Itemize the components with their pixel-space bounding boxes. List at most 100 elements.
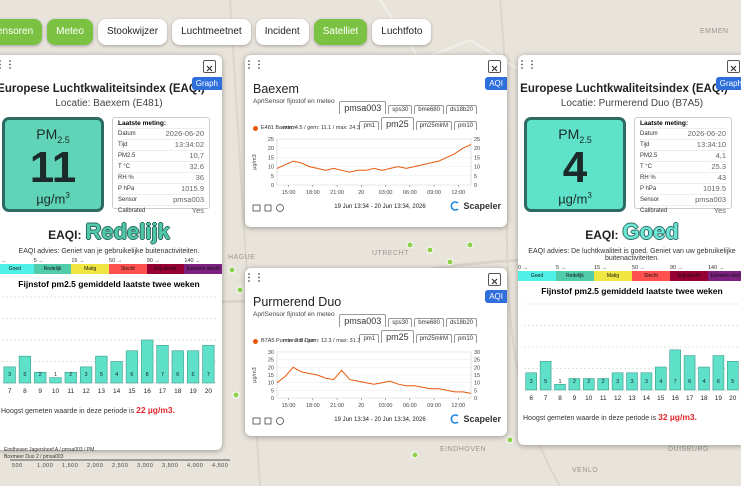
close-button[interactable] — [727, 60, 740, 73]
close-button[interactable] — [203, 60, 216, 73]
metric-tab[interactable]: pm1 — [359, 334, 380, 343]
metric-tab[interactable]: pm25 — [381, 117, 414, 130]
metric-tab[interactable]: pm1 — [359, 121, 380, 130]
bar — [171, 350, 184, 384]
sensor-tab[interactable]: bme680 — [414, 105, 444, 114]
handle-dot — [521, 67, 523, 69]
row-label: Datum — [640, 131, 658, 137]
sensor-tab[interactable]: pmsa003 — [339, 101, 387, 114]
footer: Hoogst gemeten waarde in deze periode is… — [0, 405, 222, 415]
metric-tab[interactable]: pm25 — [381, 330, 414, 343]
metric-tab[interactable]: pm25mlrM — [415, 334, 452, 343]
graph-button[interactable]: Graph — [715, 77, 741, 90]
line-series — [276, 144, 472, 173]
location: Locatie: Purmerend Duo (B7A5) — [560, 98, 704, 109]
scale-label: 3,000 — [137, 463, 154, 469]
legend: E481 Baexem — [253, 125, 296, 131]
x-tick-label: 12 — [82, 388, 90, 395]
bar-value-label: 5 — [731, 379, 734, 385]
scale-levels: Goed Redelijk Matig Slecht Erg slecht Extreem… — [518, 271, 741, 281]
sensor-tab[interactable]: ds18b20 — [445, 105, 477, 114]
bar-value-label: 3 — [630, 379, 633, 385]
bar — [95, 355, 108, 384]
footer: Hoogst gemeten waarde in deze periode is… — [518, 412, 741, 422]
map-label: UTRECHT — [372, 250, 409, 257]
level: Erg slecht — [670, 271, 708, 281]
toolbar-button[interactable]: Meteo — [47, 19, 93, 45]
bar — [698, 366, 710, 391]
table-row: RH % 43 — [640, 172, 726, 183]
threshold: 140 → — [708, 265, 725, 271]
brand-logo-arc — [451, 414, 459, 424]
toolbar-button[interactable]: Luchtmeetnet — [172, 19, 251, 45]
handle-dot — [258, 60, 260, 62]
toolbar-button[interactable]: Luchtfoto — [372, 19, 432, 45]
x-tick-label: 12:00 — [451, 403, 465, 409]
row-label: PM2.5 — [118, 153, 136, 159]
metric-tab[interactable]: pm25mlrM — [415, 121, 452, 130]
y-tick-label: 30 — [268, 350, 274, 356]
metric-tabs: pm1 pm25 pm25mlrM pm10 — [359, 117, 477, 130]
x-tick-label: 18 — [700, 395, 708, 402]
map-label: EMMEN — [700, 28, 729, 35]
toolbar-button[interactable]: Satelliet — [313, 19, 368, 45]
row-value: 36 — [195, 173, 204, 182]
bar — [583, 378, 595, 391]
threshold: 15 → — [71, 258, 85, 264]
sensor-tab[interactable]: ds18b20 — [445, 318, 477, 327]
sensor-tab[interactable]: bme680 — [414, 318, 444, 327]
bar — [655, 366, 667, 391]
handle-dot — [0, 63, 1, 66]
close-button[interactable] — [488, 60, 501, 73]
toolbar-button[interactable]: Stookwijzer — [97, 19, 168, 45]
x-tick-label: 21:00 — [330, 190, 344, 196]
x-tick-label: 20 — [729, 395, 737, 402]
table-row: PM2.5 4,1 — [640, 150, 726, 161]
table-row: P hPa 1019.5 — [640, 183, 726, 194]
bar — [34, 371, 47, 384]
handle-dot — [0, 67, 1, 69]
pollutant-name: PM — [36, 126, 58, 142]
eaqi-level: Goed — [622, 219, 679, 244]
aqi-button[interactable]: AQI — [485, 290, 507, 303]
graph-button[interactable]: Graph — [191, 77, 222, 90]
x-tick-label: 15:00 — [282, 190, 296, 196]
y-tick-label: 25 — [268, 358, 274, 364]
eaqi-line: EAQI: Redelijk — [0, 218, 222, 246]
handle-dot — [248, 67, 250, 69]
handle-dot — [248, 273, 250, 275]
handle-dot — [258, 276, 260, 279]
y-tick-label: 10 — [268, 165, 274, 171]
x-tick-label: 19 — [715, 395, 723, 402]
row-value: 13:34:02 — [174, 140, 204, 149]
handle-dot — [521, 60, 523, 62]
handle-dot — [258, 280, 260, 282]
share-icon — [264, 204, 272, 212]
toolbar-button[interactable]: Incident — [255, 19, 309, 45]
graph-title: Baexem — [253, 82, 299, 96]
graph-panel: AQI Purmerend Duo AprlSensor fijnstof en m… — [245, 268, 507, 436]
threshold: 5 → — [33, 258, 44, 264]
bar-value-label: 2 — [573, 379, 576, 385]
x-tick-label: 19 — [189, 388, 197, 395]
table-row: PM2.5 10,7 — [118, 150, 204, 161]
bar-value-label: 6 — [688, 379, 691, 385]
metric-tab[interactable]: pm10 — [453, 121, 477, 130]
close-button[interactable] — [488, 273, 501, 286]
toolbar-button[interactable]: ensoren — [0, 19, 43, 45]
y-tick-label: 20 — [268, 146, 274, 152]
aqi-button[interactable]: AQI — [485, 77, 507, 90]
x-tick-label: 03:00 — [379, 190, 393, 196]
level: Redelijk — [33, 264, 72, 274]
pm-value: 4 — [562, 142, 588, 192]
sensor-tab[interactable]: pmsa003 — [339, 314, 387, 327]
sensor-tab[interactable]: sps30 — [388, 105, 413, 114]
scale-label: 3,500 — [162, 463, 179, 469]
table-row: P hPa 1015.9 — [118, 183, 204, 194]
level: Erg slecht — [146, 264, 185, 274]
row-value: 32.6 — [189, 162, 204, 171]
sensor-tab[interactable]: sps30 — [388, 318, 413, 327]
metric-tab[interactable]: pm10 — [453, 334, 477, 343]
